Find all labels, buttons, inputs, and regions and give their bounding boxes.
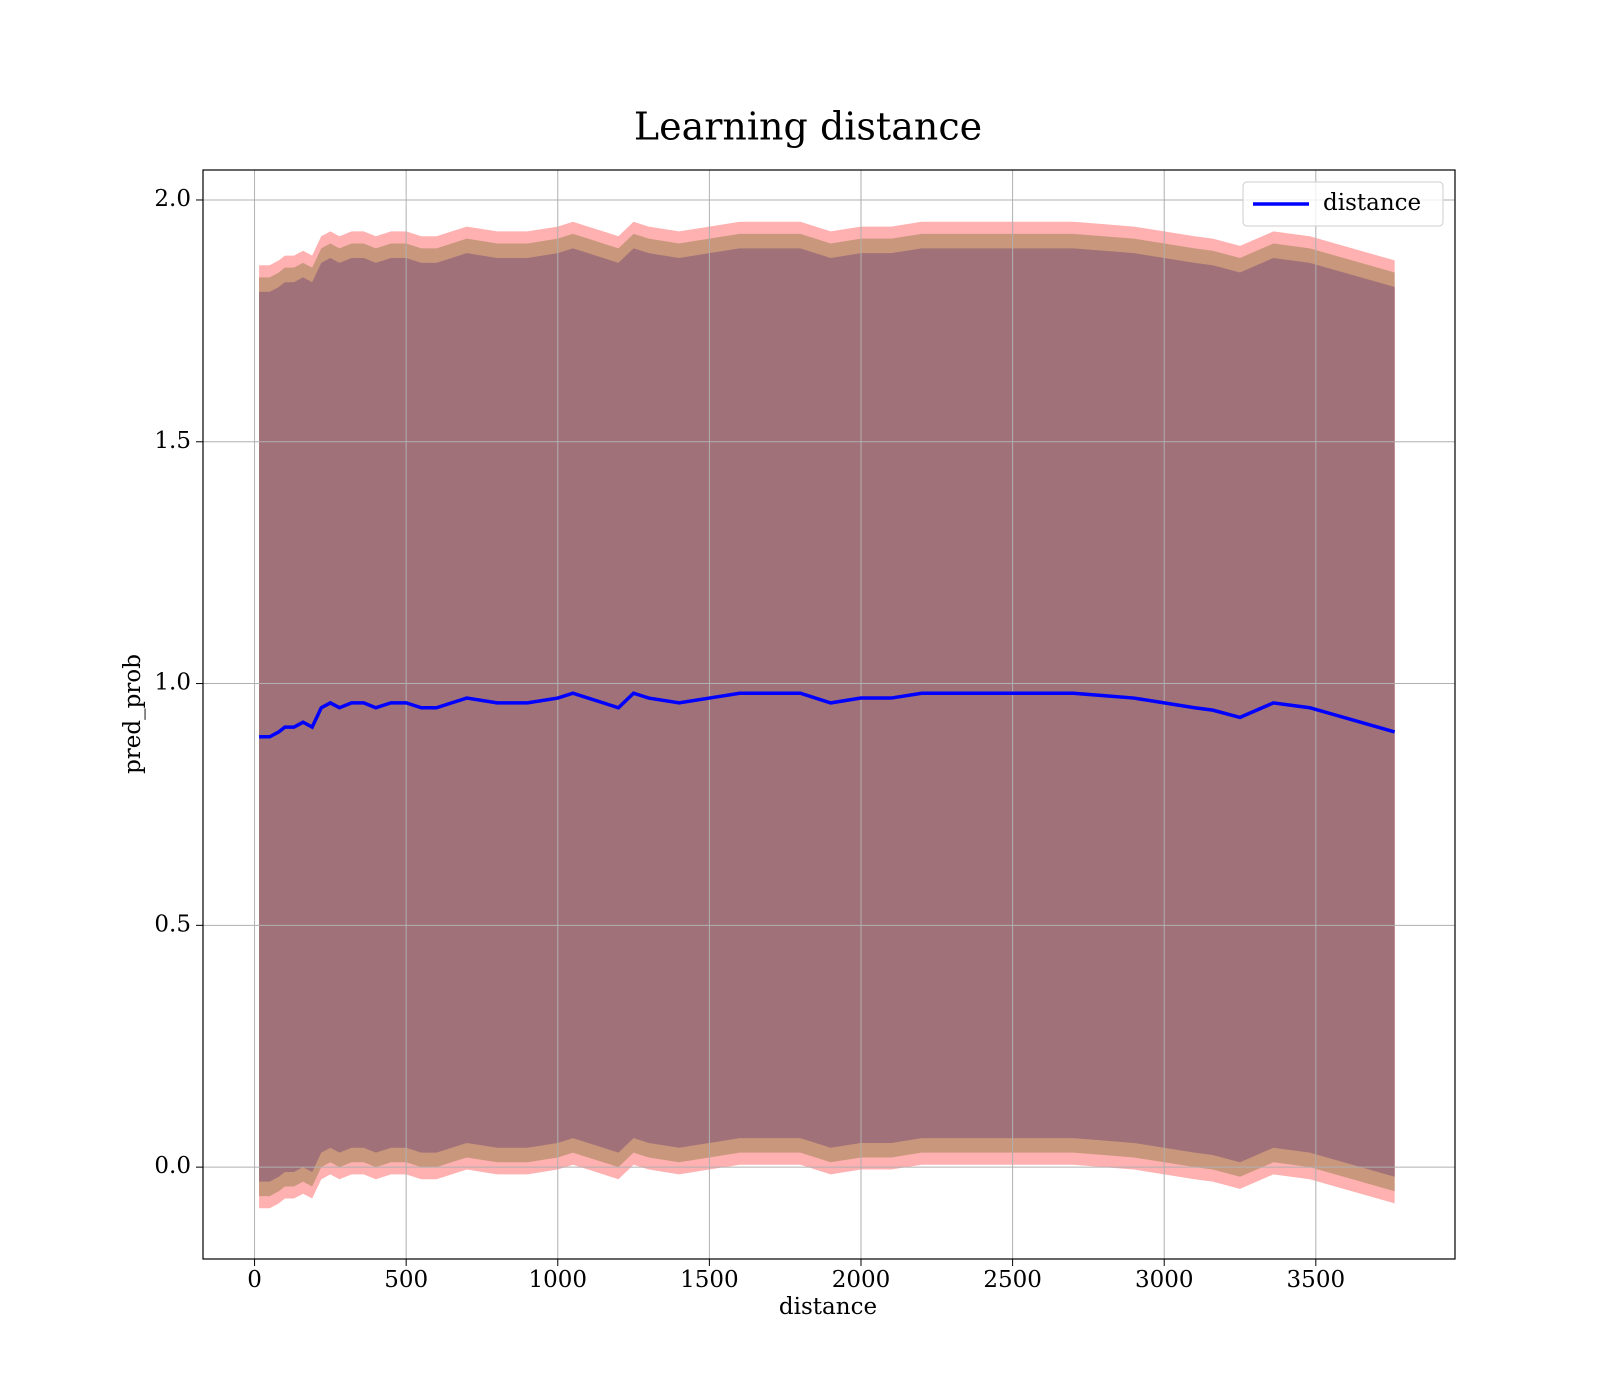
y-tick-label: 0.0 (154, 1153, 191, 1179)
line (259, 691, 1396, 739)
legend-label: distance (1323, 190, 1421, 216)
legend-box (1242, 181, 1444, 227)
x-tick-label: 0 (247, 1267, 262, 1293)
x-tick-label: 2000 (832, 1267, 891, 1293)
y-tick-label: 1.5 (154, 428, 191, 454)
chart-title: Learning distance (634, 105, 982, 149)
x-axis-label: distance (779, 1294, 877, 1320)
plot-frame (202, 169, 1456, 1260)
x-tick-label: 500 (384, 1267, 428, 1293)
x-tick-label: 3500 (1287, 1267, 1346, 1293)
y-tick-label: 1.0 (154, 670, 191, 696)
y-axis-label: pred_prob (120, 654, 146, 774)
y-tick-label: 2.0 (154, 186, 191, 212)
x-tick-label: 1500 (680, 1267, 739, 1293)
x-tick-label: 3000 (1135, 1267, 1194, 1293)
y-tick-label: 0.5 (154, 911, 191, 937)
error-band (259, 248, 1395, 1182)
x-tick-label: 1000 (528, 1267, 587, 1293)
x-tick-label: 2500 (983, 1267, 1042, 1293)
